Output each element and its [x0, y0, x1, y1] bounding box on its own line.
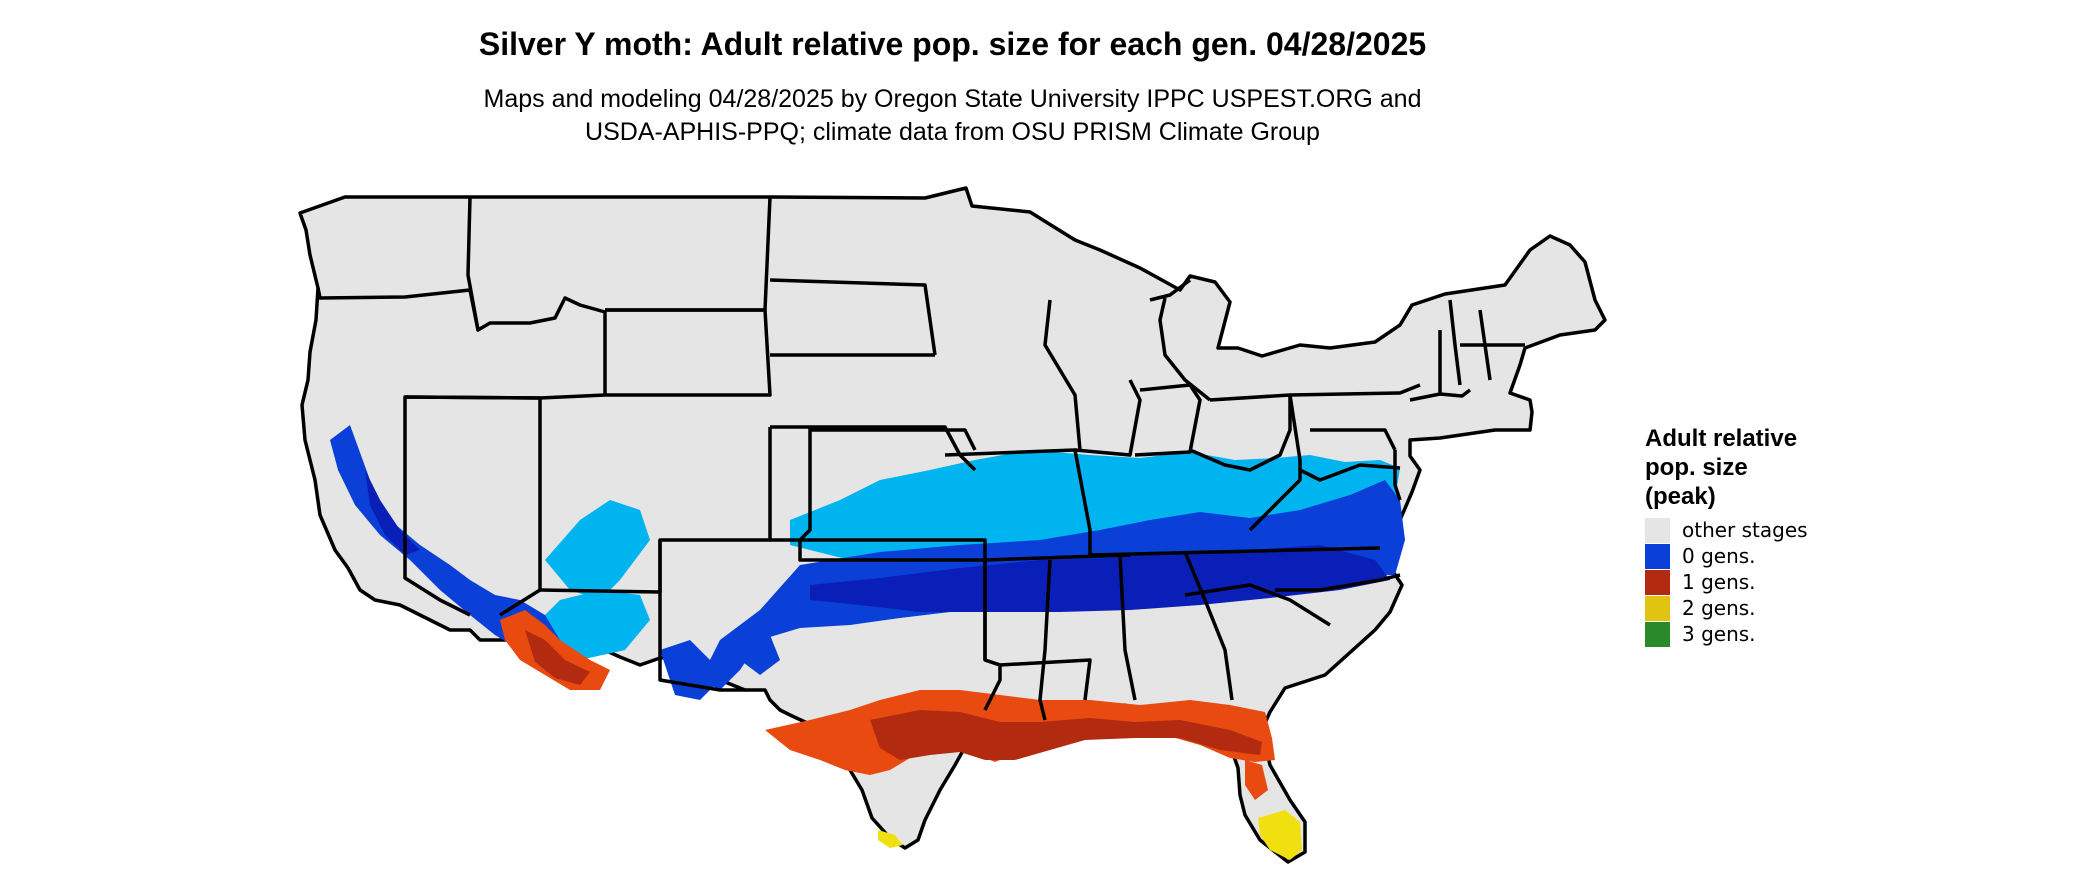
legend: Adult relative pop. size (peak) other st…: [1645, 424, 1905, 647]
map-title: Silver Y moth: Adult relative pop. size …: [478, 26, 1427, 62]
map-subtitle-line2: USDA-APHIS-PPQ; climate data from OSU PR…: [585, 118, 1320, 146]
legend-label: other stages: [1682, 518, 1808, 542]
legend-item: 3 gens.: [1645, 621, 1905, 647]
legend-item: 0 gens.: [1645, 543, 1905, 569]
legend-swatch: [1645, 621, 1670, 647]
legend-item: 1 gens.: [1645, 569, 1905, 595]
legend-label: 1 gens.: [1682, 570, 1756, 594]
legend-title: Adult relative pop. size (peak): [1645, 425, 1798, 510]
legend-swatch: [1645, 595, 1670, 621]
legend-label: 3 gens.: [1682, 622, 1756, 646]
legend-item: 2 gens.: [1645, 595, 1905, 621]
legend-swatch: [1645, 543, 1670, 569]
legend-items: other stages 0 gens. 1 gens. 2 gens. 3 gens.: [1645, 517, 1905, 647]
map-subtitle-line1: Maps and modeling 04/28/2025 by Oregon S…: [483, 85, 1422, 113]
legend-swatch: [1645, 569, 1670, 595]
legend-label: 0 gens.: [1682, 544, 1756, 568]
legend-swatch: [1645, 517, 1670, 543]
legend-item: other stages: [1645, 517, 1905, 543]
legend-label: 2 gens.: [1682, 596, 1756, 620]
